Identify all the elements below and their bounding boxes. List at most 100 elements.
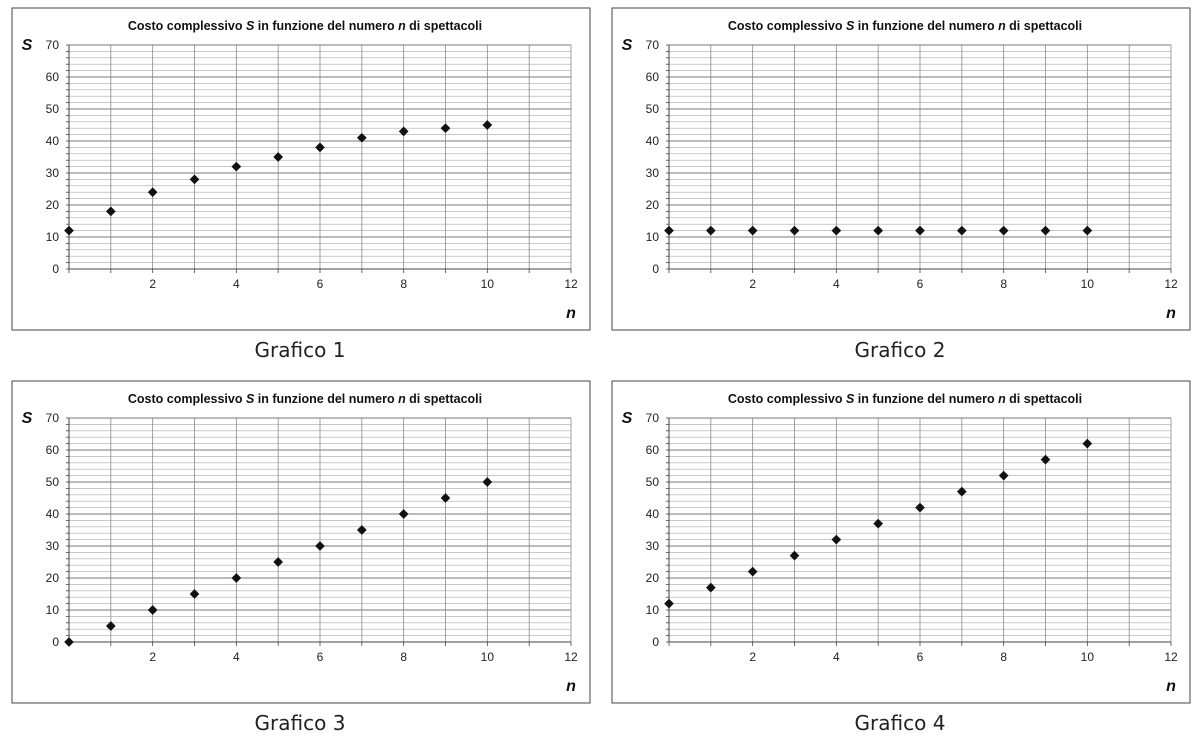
y-tick-label: 60 bbox=[46, 443, 60, 457]
data-points bbox=[64, 120, 493, 236]
x-tick-label: 10 bbox=[1081, 277, 1095, 291]
data-point-diamond bbox=[747, 225, 758, 236]
x-tick-label: 12 bbox=[1164, 650, 1178, 664]
scatter-chart-1: Costo complessivo S in funzione del nume… bbox=[11, 7, 591, 331]
data-point-diamond bbox=[64, 637, 74, 647]
x-axis-label: n bbox=[1166, 305, 1176, 322]
y-tick-label: 10 bbox=[46, 230, 60, 244]
y-tick-label: 60 bbox=[46, 70, 60, 84]
y-tick-label: 20 bbox=[646, 571, 660, 585]
y-tick-label: 30 bbox=[46, 539, 60, 553]
y-tick-label: 50 bbox=[646, 475, 660, 489]
data-point-diamond bbox=[315, 142, 325, 153]
y-tick-label: 50 bbox=[646, 102, 660, 116]
chart-title: Costo complessivo S in funzione del nume… bbox=[128, 19, 482, 33]
chart-frame bbox=[611, 7, 1191, 331]
chart-panel-2: Costo complessivo S in funzione del nume… bbox=[600, 0, 1200, 373]
y-tick-label: 50 bbox=[46, 102, 60, 116]
data-point-diamond bbox=[64, 225, 74, 236]
x-tick-label: 10 bbox=[481, 650, 495, 664]
x-axis-label: n bbox=[566, 305, 576, 322]
data-point-diamond bbox=[747, 566, 758, 577]
data-point-diamond bbox=[873, 518, 884, 529]
data-point-diamond bbox=[1082, 225, 1093, 236]
x-tick-label: 12 bbox=[1164, 277, 1178, 291]
y-axis-label: S bbox=[22, 410, 33, 427]
data-point-diamond bbox=[1040, 454, 1051, 465]
data-point-diamond bbox=[105, 206, 116, 217]
x-tick-label: 4 bbox=[833, 650, 840, 664]
data-point-diamond bbox=[789, 225, 800, 236]
scatter-chart-4: Costo complessivo S in funzione del nume… bbox=[611, 380, 1191, 704]
data-point-diamond bbox=[1040, 225, 1051, 236]
data-point-diamond bbox=[398, 126, 409, 137]
grid-lines bbox=[69, 417, 572, 643]
x-tick-label: 10 bbox=[481, 277, 495, 291]
data-points bbox=[64, 477, 493, 647]
chart-frame bbox=[11, 380, 591, 704]
chart-frame bbox=[611, 380, 1191, 704]
x-tick-label: 8 bbox=[400, 277, 407, 291]
x-tick-label: 6 bbox=[317, 277, 324, 291]
data-point-diamond bbox=[231, 161, 242, 172]
y-tick-label: 10 bbox=[646, 603, 660, 617]
y-tick-label: 70 bbox=[646, 38, 660, 52]
y-tick-label: 20 bbox=[46, 571, 60, 585]
data-point-diamond bbox=[664, 225, 674, 236]
data-point-diamond bbox=[998, 470, 1009, 481]
data-point-diamond bbox=[231, 573, 242, 583]
data-point-diamond bbox=[956, 225, 967, 236]
y-tick-label: 50 bbox=[46, 475, 60, 489]
y-tick-label: 70 bbox=[46, 38, 60, 52]
data-point-diamond bbox=[273, 152, 284, 162]
y-tick-label: 10 bbox=[46, 603, 60, 617]
y-tick-label: 40 bbox=[46, 134, 60, 148]
chart-caption-1: Grafico 1 bbox=[254, 338, 346, 362]
x-axis-label: n bbox=[566, 678, 576, 695]
y-axis-label: S bbox=[622, 410, 633, 427]
data-point-diamond bbox=[1082, 438, 1093, 449]
data-point-diamond bbox=[147, 187, 158, 198]
y-tick-label: 40 bbox=[646, 134, 660, 148]
x-tick-label: 8 bbox=[400, 650, 407, 664]
data-point-diamond bbox=[705, 225, 716, 236]
y-axis-label: S bbox=[22, 37, 33, 54]
x-tick-label: 6 bbox=[317, 650, 324, 664]
data-point-diamond bbox=[147, 605, 158, 615]
data-point-diamond bbox=[956, 486, 967, 497]
data-point-diamond bbox=[705, 582, 716, 593]
y-tick-label: 40 bbox=[46, 507, 60, 521]
data-points bbox=[664, 225, 1093, 236]
y-tick-label: 0 bbox=[52, 262, 59, 276]
data-point-diamond bbox=[873, 225, 884, 236]
x-tick-label: 10 bbox=[1081, 650, 1095, 664]
chart-title: Costo complessivo S in funzione del nume… bbox=[128, 392, 482, 406]
data-point-diamond bbox=[398, 509, 409, 519]
chart-panel-4: Costo complessivo S in funzione del nume… bbox=[600, 373, 1200, 746]
x-tick-label: 12 bbox=[564, 650, 578, 664]
data-point-diamond bbox=[189, 174, 200, 185]
y-tick-label: 30 bbox=[646, 166, 660, 180]
data-point-diamond bbox=[105, 621, 116, 631]
y-tick-label: 0 bbox=[52, 635, 59, 649]
data-point-diamond bbox=[440, 123, 451, 134]
chart-title: Costo complessivo S in funzione del nume… bbox=[728, 19, 1082, 33]
y-tick-label: 40 bbox=[646, 507, 660, 521]
data-point-diamond bbox=[482, 120, 493, 130]
data-point-diamond bbox=[315, 541, 325, 551]
x-tick-label: 4 bbox=[233, 650, 240, 664]
chart-caption-4: Grafico 4 bbox=[854, 711, 946, 735]
y-axis-label: S bbox=[622, 37, 633, 54]
y-tick-label: 30 bbox=[646, 539, 660, 553]
y-tick-label: 60 bbox=[646, 443, 660, 457]
y-tick-label: 20 bbox=[46, 198, 60, 212]
data-point-diamond bbox=[831, 225, 842, 236]
x-tick-label: 2 bbox=[749, 277, 756, 291]
grid-lines bbox=[669, 44, 1172, 270]
x-tick-label: 4 bbox=[833, 277, 840, 291]
data-point-diamond bbox=[664, 598, 674, 609]
x-tick-label: 8 bbox=[1000, 277, 1007, 291]
y-tick-label: 0 bbox=[652, 635, 659, 649]
data-point-diamond bbox=[356, 132, 367, 143]
data-point-diamond bbox=[998, 225, 1009, 236]
